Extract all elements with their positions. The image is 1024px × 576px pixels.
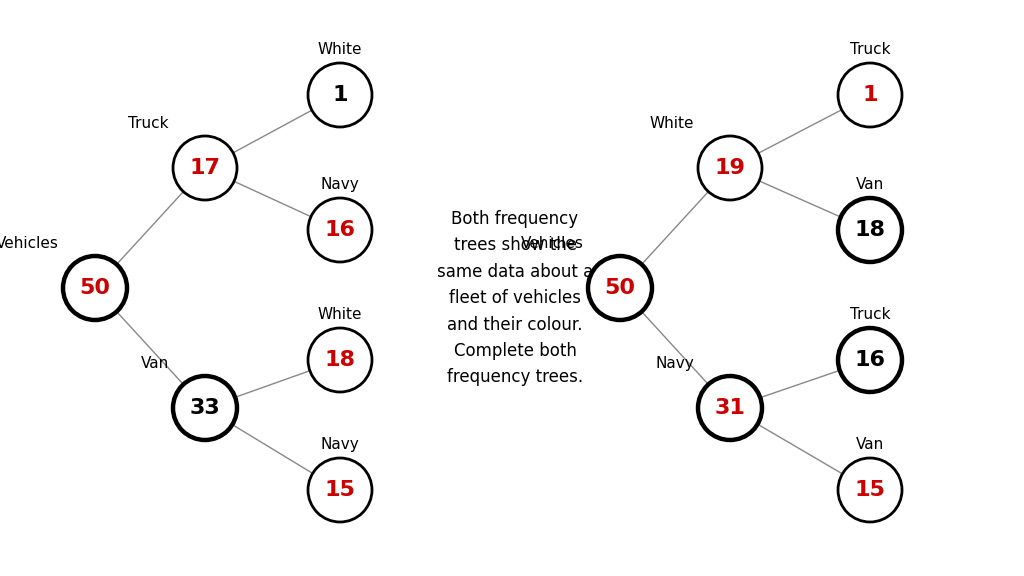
Text: Truck: Truck bbox=[850, 42, 890, 57]
Text: Navy: Navy bbox=[321, 437, 359, 452]
Circle shape bbox=[308, 328, 372, 392]
Circle shape bbox=[308, 458, 372, 522]
Text: Truck: Truck bbox=[850, 307, 890, 322]
Circle shape bbox=[308, 198, 372, 262]
Circle shape bbox=[308, 63, 372, 127]
Text: Van: Van bbox=[856, 437, 884, 452]
Text: Van: Van bbox=[140, 356, 169, 371]
Circle shape bbox=[588, 256, 652, 320]
Text: 31: 31 bbox=[715, 398, 745, 418]
Circle shape bbox=[698, 376, 762, 440]
Circle shape bbox=[838, 198, 902, 262]
Text: 16: 16 bbox=[325, 220, 355, 240]
Circle shape bbox=[838, 328, 902, 392]
Text: 16: 16 bbox=[854, 350, 886, 370]
Text: 17: 17 bbox=[189, 158, 220, 178]
Circle shape bbox=[838, 458, 902, 522]
Text: Both frequency
trees show the
same data about a
fleet of vehicles
and their colo: Both frequency trees show the same data … bbox=[437, 210, 593, 386]
Circle shape bbox=[63, 256, 127, 320]
Text: Vehicles: Vehicles bbox=[521, 236, 584, 251]
Text: White: White bbox=[649, 116, 694, 131]
Text: 15: 15 bbox=[855, 480, 886, 500]
Text: 18: 18 bbox=[854, 220, 886, 240]
Text: 33: 33 bbox=[189, 398, 220, 418]
Circle shape bbox=[698, 136, 762, 200]
Text: 19: 19 bbox=[715, 158, 745, 178]
Text: 1: 1 bbox=[332, 85, 348, 105]
Text: 1: 1 bbox=[862, 85, 878, 105]
Text: Navy: Navy bbox=[321, 177, 359, 192]
Text: White: White bbox=[317, 42, 362, 57]
Text: 50: 50 bbox=[80, 278, 111, 298]
Text: 50: 50 bbox=[604, 278, 636, 298]
Text: 15: 15 bbox=[325, 480, 355, 500]
Text: White: White bbox=[317, 307, 362, 322]
Text: Navy: Navy bbox=[655, 356, 694, 371]
Text: Truck: Truck bbox=[128, 116, 169, 131]
Circle shape bbox=[838, 63, 902, 127]
Circle shape bbox=[173, 136, 237, 200]
Circle shape bbox=[173, 376, 237, 440]
Text: Van: Van bbox=[856, 177, 884, 192]
Text: Vehicles: Vehicles bbox=[0, 236, 59, 251]
Text: 18: 18 bbox=[325, 350, 355, 370]
